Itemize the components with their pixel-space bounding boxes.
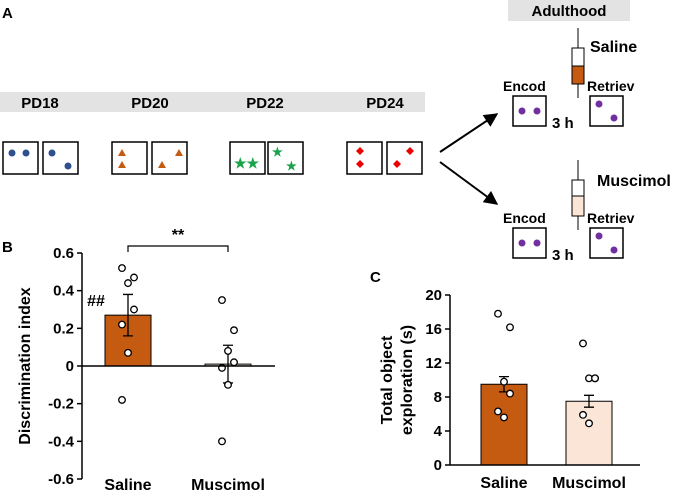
panel-label: B <box>2 239 13 256</box>
y-tick-label: 0.6 <box>53 245 74 262</box>
y-tick-label: -0.6 <box>48 471 74 488</box>
data-point <box>218 437 226 446</box>
svg-text:★★: ★★ <box>234 155 260 171</box>
x-tick-label: Saline <box>104 477 151 494</box>
data-point <box>494 309 502 318</box>
error-bar <box>123 293 133 337</box>
data-point <box>130 273 138 282</box>
x-tick-label: Muscimol <box>552 475 626 492</box>
y-tick-label: -0.4 <box>48 433 75 450</box>
sig-bracket <box>127 245 229 252</box>
data-point <box>230 358 238 367</box>
y-tick-label: 20 <box>425 287 442 304</box>
data-point <box>224 346 232 355</box>
data-point <box>118 320 126 329</box>
data-point <box>124 348 132 357</box>
y-axis-label: exploration (s) <box>399 325 416 435</box>
x-tick-label: Muscimol <box>191 477 265 494</box>
day-label: PD22 <box>246 95 284 112</box>
y-tick-label: 0.4 <box>53 283 75 300</box>
data-point <box>494 407 502 416</box>
annotation: ## <box>87 293 105 310</box>
y-axis-label: Total object <box>379 335 396 424</box>
syringes <box>571 28 585 230</box>
adult-bar <box>508 0 630 21</box>
panel-label: C <box>370 269 381 286</box>
data-point <box>124 279 132 288</box>
day-label: PD24 <box>366 95 404 112</box>
panel-label: A <box>2 5 13 22</box>
y-tick-label: 16 <box>425 321 442 338</box>
y-tick-label: 0.2 <box>53 320 74 337</box>
annotation: ** <box>172 227 185 244</box>
bar <box>565 400 613 466</box>
delay-label: 3 h <box>552 247 574 264</box>
data-point <box>118 264 126 273</box>
delay-label: 3 h <box>552 115 574 132</box>
data-point <box>500 377 508 386</box>
retrieve-label: Retriev <box>587 78 635 94</box>
data-point <box>506 389 514 398</box>
adult-label: Adulthood <box>532 3 607 20</box>
day-label: PD18 <box>21 95 59 112</box>
error-bar <box>584 394 594 408</box>
y-tick-label: 4 <box>434 423 443 440</box>
data-point <box>591 374 599 383</box>
data-point <box>506 323 514 332</box>
group-name: Saline <box>590 39 637 56</box>
encode-label: Encod <box>503 78 546 94</box>
svg-text:★: ★ <box>286 159 297 173</box>
data-point <box>585 419 593 428</box>
arena-boxes <box>2 95 624 259</box>
y-tick-label: 12 <box>425 355 442 372</box>
svg-text:★: ★ <box>272 145 283 159</box>
data-point <box>500 413 508 422</box>
retrieve-label: Retriev <box>587 210 635 226</box>
y-tick-label: 0 <box>66 358 74 375</box>
group-name: Muscimol <box>597 173 671 190</box>
data-point <box>579 339 587 348</box>
data-point <box>579 410 587 419</box>
y-tick-label: 0 <box>434 457 442 474</box>
y-tick-label: -0.2 <box>48 396 74 413</box>
day-bar <box>0 92 425 112</box>
data-point <box>218 296 226 305</box>
y-axis-label: Discrimination index <box>17 287 34 444</box>
arrow <box>439 113 499 153</box>
x-tick-label: Saline <box>480 475 527 492</box>
y-tick-label: 8 <box>434 389 442 406</box>
arrow <box>439 161 499 205</box>
data-point <box>224 380 232 389</box>
bar <box>480 383 528 466</box>
data-point <box>230 326 238 335</box>
data-point <box>118 395 126 404</box>
encode-label: Encod <box>503 210 546 226</box>
data-point <box>130 305 138 314</box>
objects: ★★ ★★ <box>8 100 618 254</box>
day-label: PD20 <box>131 95 169 112</box>
